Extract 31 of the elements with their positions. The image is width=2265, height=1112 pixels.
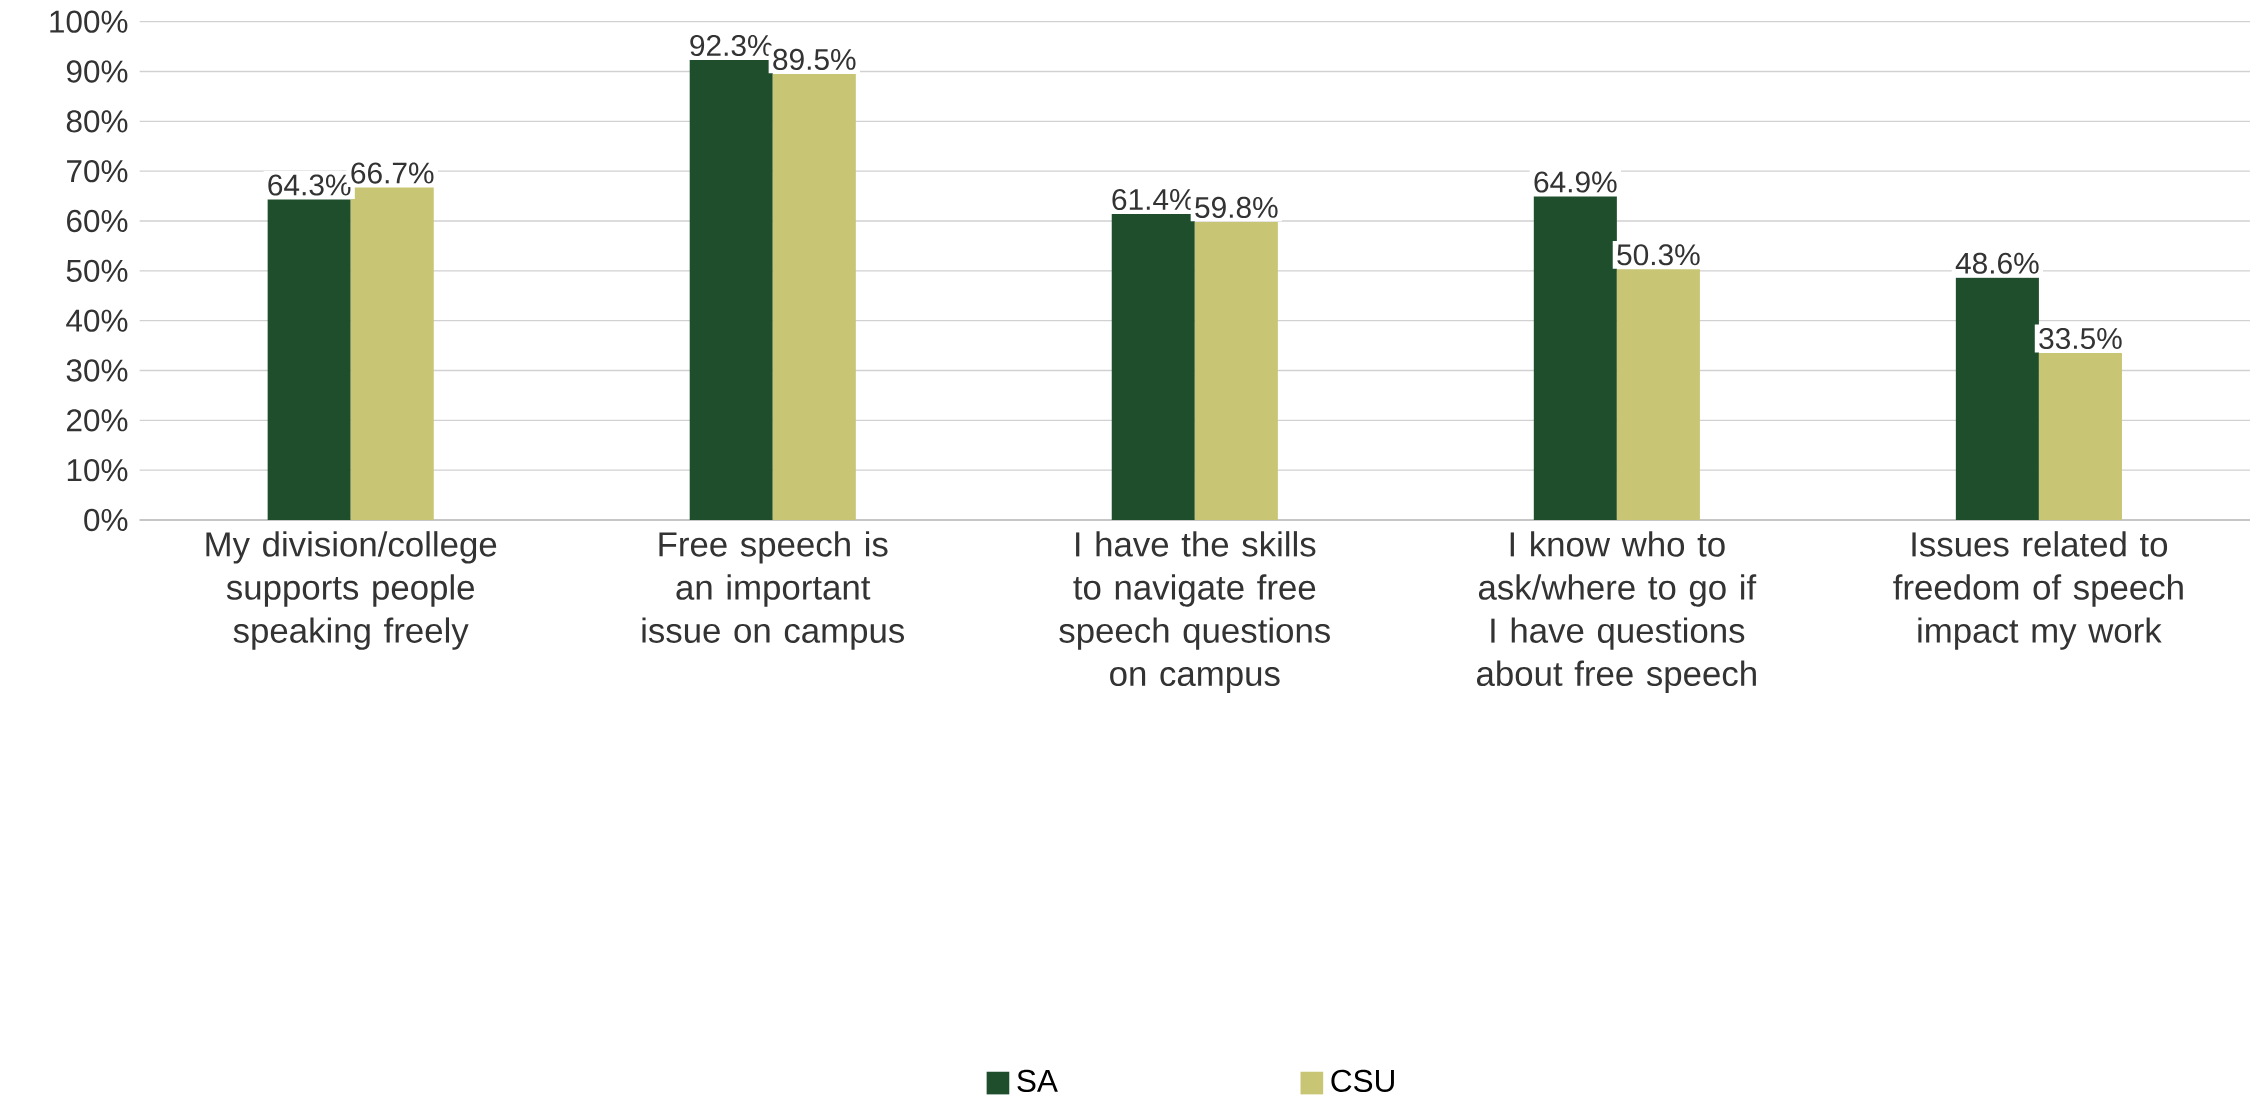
y-tick-label: 0% — [84, 508, 128, 532]
data-label: 64.9% — [1534, 171, 1617, 193]
y-tick-label: 10% — [67, 459, 128, 482]
data-label: 48.6% — [1955, 252, 2039, 274]
bar — [1616, 269, 1700, 521]
legend-label: CSU — [1331, 1069, 1394, 1093]
data-label: 89.5% — [773, 48, 856, 71]
data-label: 50.3% — [1617, 244, 1700, 266]
y-tick-label: 50% — [66, 259, 128, 283]
data-label: 64.3% — [268, 174, 351, 196]
y-tick-label: 40% — [66, 309, 128, 332]
x-tick-label: Free speech is an important issue on campus — [642, 531, 904, 650]
data-label: 66.7% — [351, 162, 434, 184]
data-label: 33.5% — [2039, 328, 2122, 350]
x-tick-label: Issues related to freedom of speech impact my work — [1893, 531, 2183, 650]
bar — [1533, 196, 1617, 521]
y-tick-label: 20% — [67, 409, 128, 432]
data-label: 59.8% — [1195, 196, 1278, 219]
y-tick-label: 70% — [67, 160, 128, 183]
x-tick-label: I have the skills to navigate free speech questions on campus — [1059, 531, 1330, 694]
y-tick-label: 60% — [67, 209, 128, 233]
y-tick-label: 100% — [50, 10, 128, 33]
data-label: 92.3% — [690, 35, 773, 57]
y-tick-label: 30% — [66, 359, 128, 382]
legend-label: SA — [1017, 1069, 1058, 1093]
y-tick-label: 90% — [66, 60, 128, 83]
data-label: 61.4% — [1112, 189, 1195, 211]
bar — [2038, 353, 2122, 521]
y-tick-label: 80% — [66, 110, 128, 133]
x-tick-label: I know who to ask/where to go if I have questions about free speech — [1476, 531, 1757, 694]
x-tick-label: My division/college supports people speaking freely — [206, 531, 497, 650]
